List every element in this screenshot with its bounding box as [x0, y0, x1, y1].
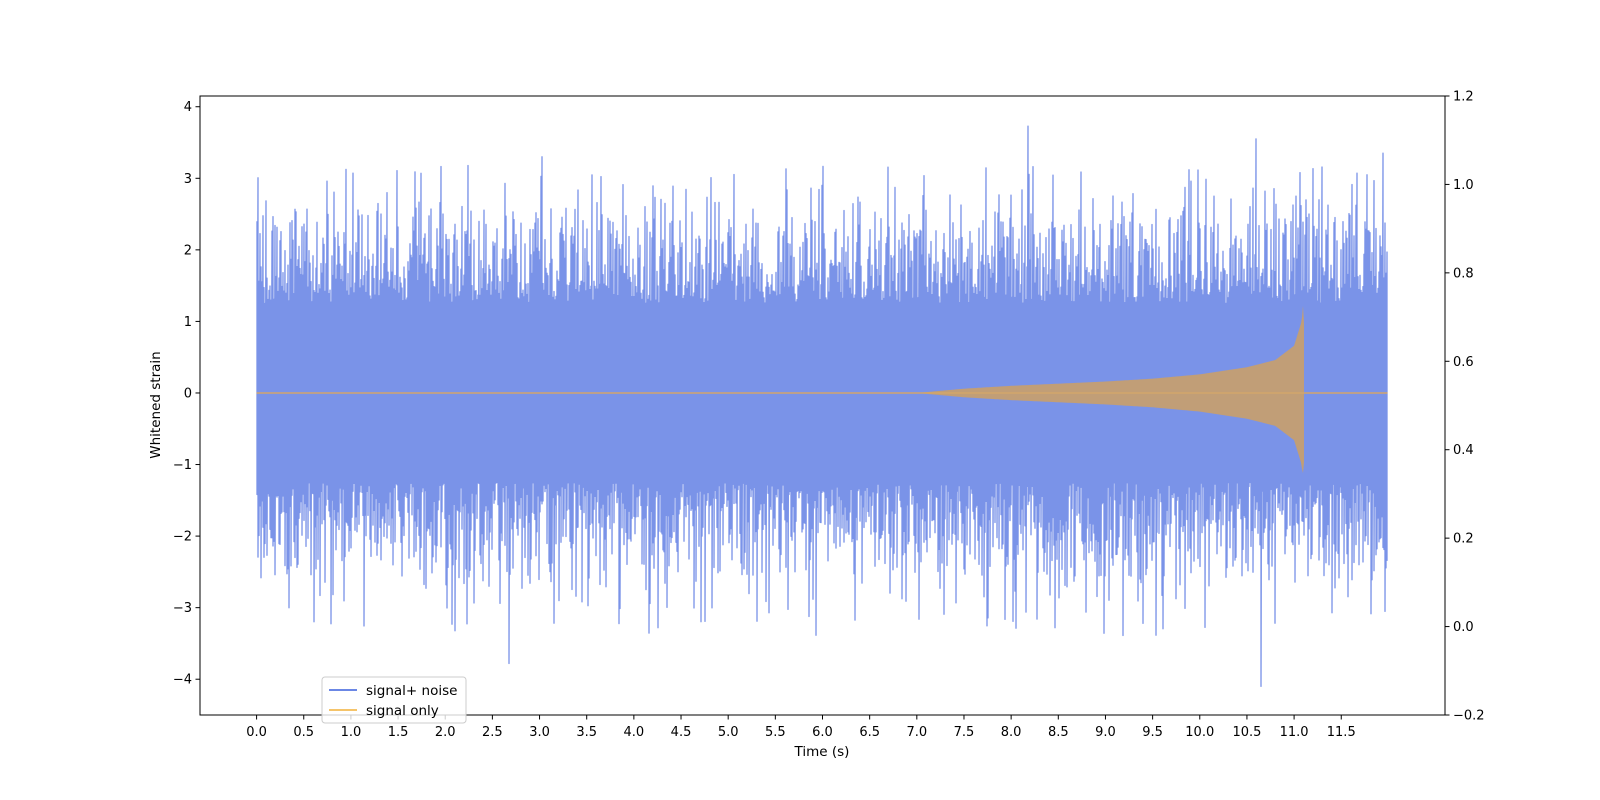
y-axis: −4 −3 −2 −1 0 1 2 3 4: [173, 100, 200, 688]
y-tick-label: −2: [173, 530, 192, 545]
y-axis-title: Whitened strain: [148, 351, 164, 458]
x-tick-label: 11.0: [1280, 725, 1309, 740]
y-tick-label: −1: [173, 458, 192, 473]
legend: signal+ noise signal only: [321, 676, 467, 724]
y-tick-label: 0: [184, 386, 192, 401]
y2-tick-label: 0.2: [1453, 532, 1474, 547]
y2-tick-label: 0.0: [1453, 620, 1474, 635]
legend-label-signal-plus-noise: signal+ noise: [366, 683, 457, 699]
y-tick-label: −4: [173, 673, 192, 688]
x-tick-label: 7.5: [954, 725, 975, 740]
y-tick-label: −3: [173, 601, 192, 616]
y-tick-label: 1: [184, 315, 192, 330]
x-axis-title: Time (s): [794, 744, 850, 760]
x-tick-label: 2.5: [482, 725, 503, 740]
plot-area: [199, 95, 1446, 716]
x-tick-label: 0.0: [246, 725, 267, 740]
x-tick-label: 6.0: [812, 725, 833, 740]
x-tick-label: 8.0: [1001, 725, 1022, 740]
series-line-signal-only: [917, 305, 1304, 474]
x-tick-label: 5.5: [765, 725, 786, 740]
x-tick-label: 3.5: [576, 725, 597, 740]
x-tick-label: 11.5: [1327, 725, 1356, 740]
x-tick-label: 1.0: [341, 725, 362, 740]
y2-tick-label: −0.2: [1453, 709, 1485, 724]
x-tick-label: 1.5: [388, 725, 409, 740]
x-tick-label: 2.0: [435, 725, 456, 740]
y-tick-label: 3: [184, 172, 192, 187]
x-tick-label: 6.5: [859, 725, 880, 740]
x-tick-label: 7.0: [906, 725, 927, 740]
x-tick-label: 10.5: [1232, 725, 1261, 740]
x-tick-label: 5.0: [718, 725, 739, 740]
y2-tick-label: 0.4: [1453, 443, 1474, 458]
series-line-signal-plus-noise: [256, 125, 1388, 688]
x-tick-label: 3.0: [529, 725, 550, 740]
y2-tick-label: 0.8: [1453, 266, 1474, 281]
y2-tick-label: 0.6: [1453, 355, 1474, 370]
x-tick-label: 4.5: [671, 725, 692, 740]
x-tick-label: 10.0: [1185, 725, 1214, 740]
y-tick-label: 2: [184, 243, 192, 258]
x-tick-label: 4.0: [624, 725, 645, 740]
x-axis: 0.0 0.5 1.0 1.5 2.0 2.5 3.0 3.5 4.0 4.5 5.0 5.5 6.0 6…: [246, 715, 1356, 740]
x-tick-label: 8.5: [1048, 725, 1069, 740]
x-tick-label: 0.5: [293, 725, 314, 740]
x-tick-label: 9.5: [1142, 725, 1163, 740]
y2-tick-label: 1.2: [1453, 90, 1474, 105]
legend-label-signal-only: signal only: [366, 703, 439, 719]
legend-box: [321, 676, 467, 724]
series-layer: [256, 125, 1388, 688]
y-tick-label: 4: [184, 100, 192, 115]
y2-tick-label: 1.0: [1453, 178, 1474, 193]
x-tick-label: 9.0: [1095, 725, 1116, 740]
y2-axis: −0.2 0.0 0.2 0.4 0.6 0.8 1.0 1.2: [1445, 90, 1485, 724]
